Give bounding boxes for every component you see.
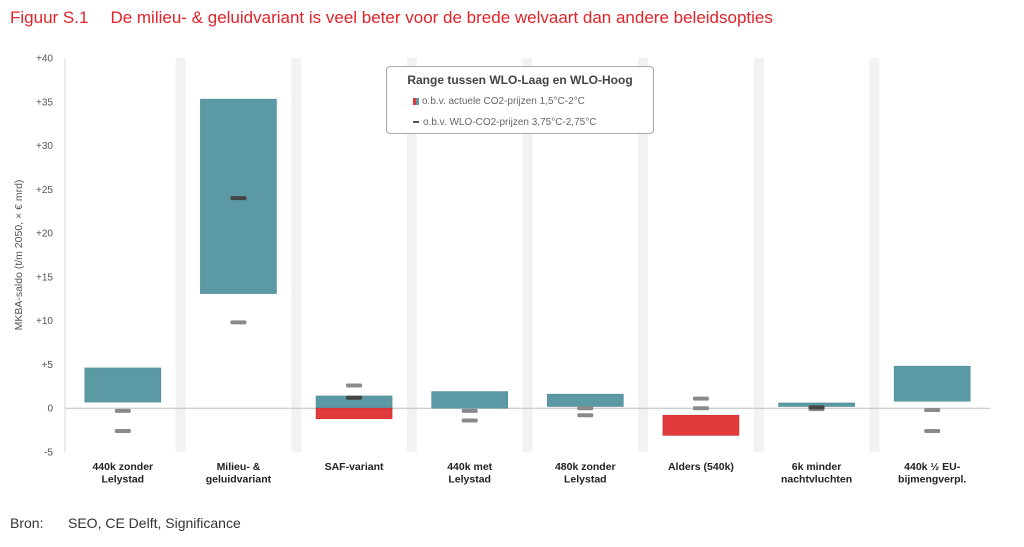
category-label: 440k zonder Lelystad xyxy=(92,461,153,486)
wlo-marker xyxy=(924,428,941,433)
y-tick-label: +35 xyxy=(36,97,53,108)
wlo-marker xyxy=(577,406,594,411)
wlo-marker xyxy=(461,418,478,423)
category-label: SAF-variant xyxy=(325,461,384,473)
wlo-marker xyxy=(692,396,709,401)
legend-title: Range tussen WLO-Laag en WLO-Hoog xyxy=(407,73,633,87)
wlo-marker-inside-range xyxy=(346,395,363,400)
source-text: SEO, CE Delft, Significance xyxy=(68,515,241,531)
range-bar-positive xyxy=(547,393,624,407)
range-bars xyxy=(84,98,971,436)
y-tick-label: +40 xyxy=(36,54,53,65)
legend-swatch-range-icon xyxy=(413,97,419,105)
category-separator-band xyxy=(522,58,533,452)
y-tick-label: +20 xyxy=(36,229,53,240)
y-tick-label: -5 xyxy=(44,448,53,459)
category-separator-band xyxy=(406,58,417,452)
category-label: 440k met Lelystad xyxy=(447,461,492,486)
range-bar-positive xyxy=(893,365,971,402)
gridlines xyxy=(64,58,990,452)
wlo-marker xyxy=(114,428,131,433)
legend-entry-current-co2-label: o.b.v. actuele CO2-prijzen 1,5°C-2°C xyxy=(422,96,585,107)
category-label: Milieu- & geluidvariant xyxy=(206,461,272,486)
category-separator-band xyxy=(638,58,649,452)
range-bar-negative xyxy=(662,414,740,436)
category-separator-band xyxy=(869,58,880,452)
legend-swatch-marker-icon xyxy=(413,121,419,124)
legend-entry-wlo-co2: o.b.v. WLO-CO2-prijzen 3,75°C-2,75°C xyxy=(413,117,596,128)
legend: Range tussen WLO-Laag en WLO-Hoog o.b.v.… xyxy=(386,66,654,134)
category-label: 440k ½ EU-bijmengverpl. xyxy=(898,461,966,486)
y-tick-label: +30 xyxy=(36,141,53,152)
category-label: 480k zonder Lelystad xyxy=(555,461,616,486)
legend-entry-current-co2: o.b.v. actuele CO2-prijzen 1,5°C-2°C xyxy=(413,96,585,107)
wlo-marker-inside-range xyxy=(808,405,825,410)
category-label: 6k minder nachtvluchten xyxy=(781,461,852,486)
wlo-marker xyxy=(577,413,594,418)
category-bands xyxy=(175,58,880,452)
y-tick-label: +15 xyxy=(36,272,53,283)
figure-title: Figuur S.1 De milieu- & geluidvariant is … xyxy=(10,8,773,28)
chart-area: -5 0 +5 +10 +15 +20 +25 +30 +35 +40 440k zonder Le… xyxy=(13,54,990,486)
category-separator-band xyxy=(175,58,186,452)
wlo-marker xyxy=(114,408,131,413)
category-label: Alders (540k) xyxy=(668,461,734,473)
wlo-marker-inside-range xyxy=(230,196,247,201)
wlo-marker xyxy=(230,320,247,325)
range-bar-positive xyxy=(84,367,162,403)
y-axis-label: MKBA-saldo (t/m 2050, × € mrd) xyxy=(13,180,25,331)
y-tick-label: +10 xyxy=(36,316,53,327)
figure-number: Figuur S.1 xyxy=(10,8,89,27)
wlo-marker xyxy=(346,383,363,388)
y-tick-label: +25 xyxy=(36,185,53,196)
figure-title-text: De milieu- & geluidvariant is veel beter… xyxy=(110,8,773,27)
y-tick-labels: -5 0 +5 +10 +15 +20 +25 +30 +35 +40 xyxy=(36,54,53,459)
range-bar-positive xyxy=(431,391,508,409)
wlo-marker xyxy=(461,408,478,413)
category-separator-band xyxy=(291,58,302,452)
legend-entry-wlo-co2-label: o.b.v. WLO-CO2-prijzen 3,75°C-2,75°C xyxy=(423,117,597,128)
y-tick-label: +5 xyxy=(42,360,54,371)
category-labels: 440k zonder Lelystad Milieu- & geluidvarian… xyxy=(92,461,966,486)
source-note: Bron: SEO, CE Delft, Significance xyxy=(10,515,241,531)
source-label: Bron: xyxy=(10,515,44,531)
wlo-markers xyxy=(114,196,941,433)
category-separator-band xyxy=(753,58,764,452)
wlo-marker xyxy=(692,406,709,411)
range-bar-negative xyxy=(315,407,393,420)
y-tick-label: 0 xyxy=(47,404,53,415)
wlo-marker xyxy=(924,407,941,412)
